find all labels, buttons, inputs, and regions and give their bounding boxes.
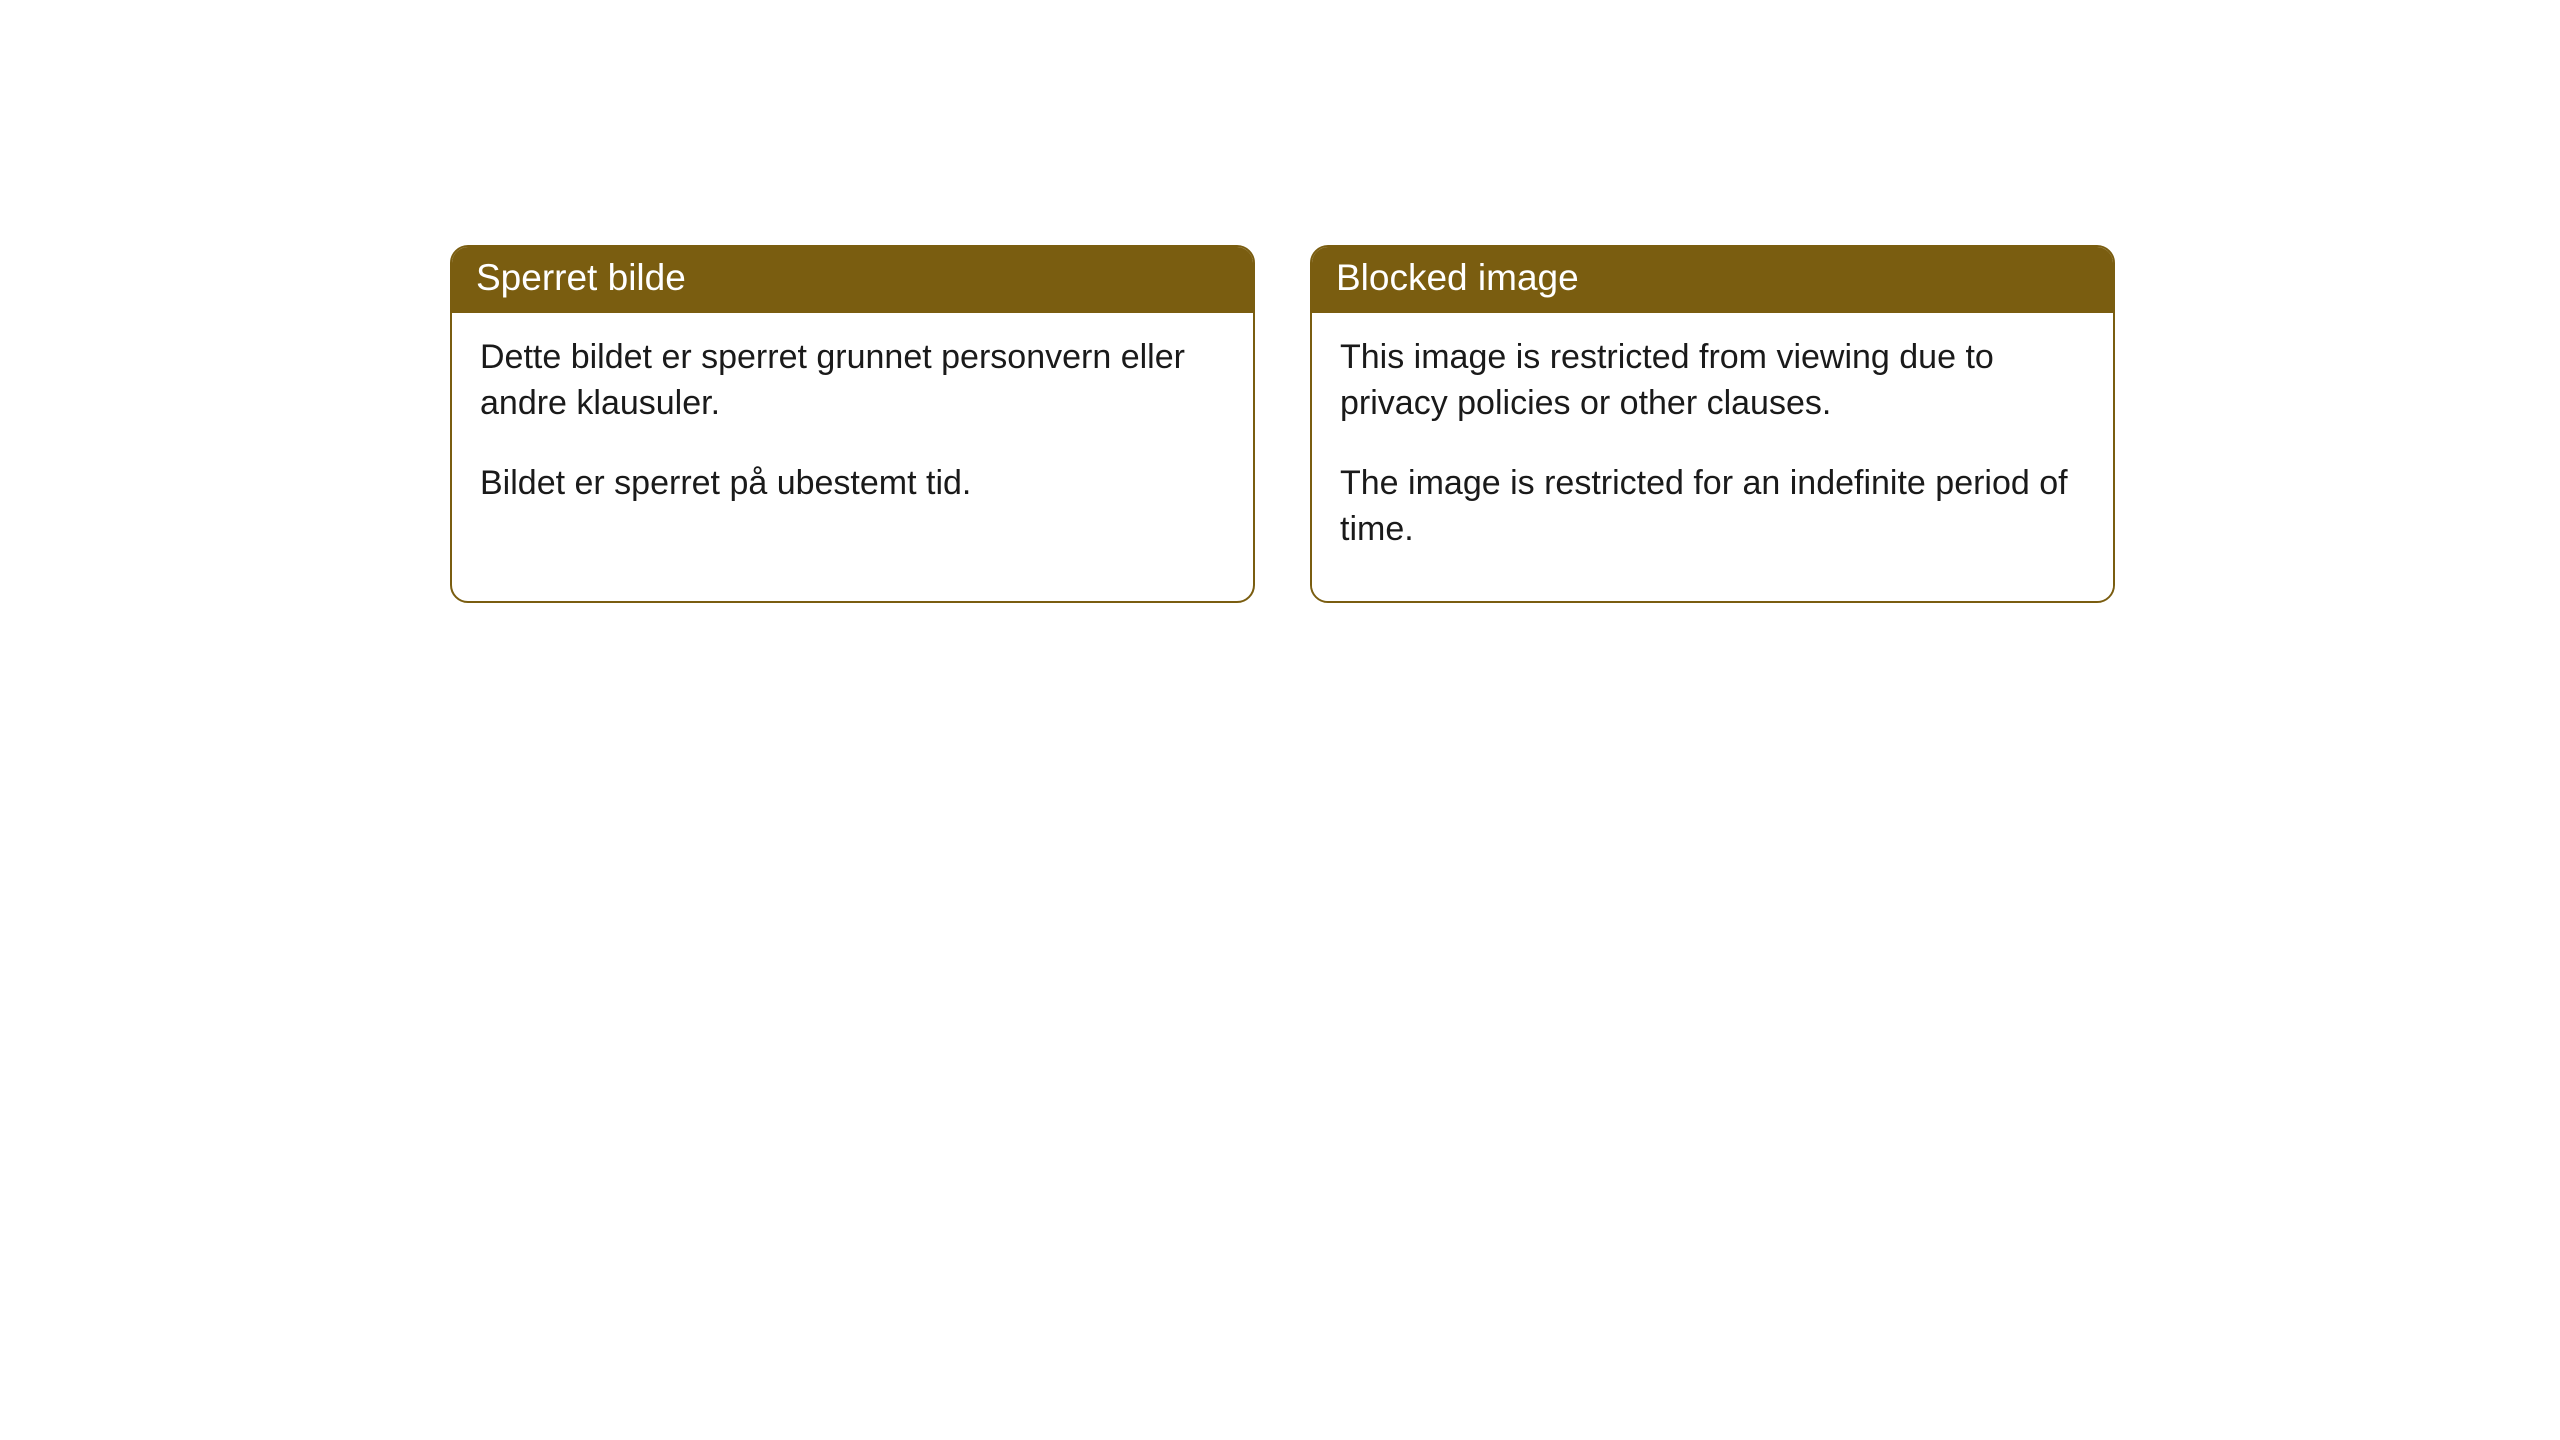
info-cards-container: Sperret bilde Dette bildet er sperret gr… (450, 245, 2560, 603)
card-title-norwegian: Sperret bilde (476, 257, 686, 298)
blocked-image-card-norwegian: Sperret bilde Dette bildet er sperret gr… (450, 245, 1255, 603)
card-body-norwegian: Dette bildet er sperret grunnet personve… (452, 313, 1253, 555)
card-paragraph-2-english: The image is restricted for an indefinit… (1340, 461, 2085, 553)
card-paragraph-2-norwegian: Bildet er sperret på ubestemt tid. (480, 461, 1225, 507)
card-header-norwegian: Sperret bilde (452, 247, 1253, 313)
card-paragraph-1-norwegian: Dette bildet er sperret grunnet personve… (480, 335, 1225, 427)
card-body-english: This image is restricted from viewing du… (1312, 313, 2113, 601)
blocked-image-card-english: Blocked image This image is restricted f… (1310, 245, 2115, 603)
card-header-english: Blocked image (1312, 247, 2113, 313)
card-title-english: Blocked image (1336, 257, 1579, 298)
card-paragraph-1-english: This image is restricted from viewing du… (1340, 335, 2085, 427)
